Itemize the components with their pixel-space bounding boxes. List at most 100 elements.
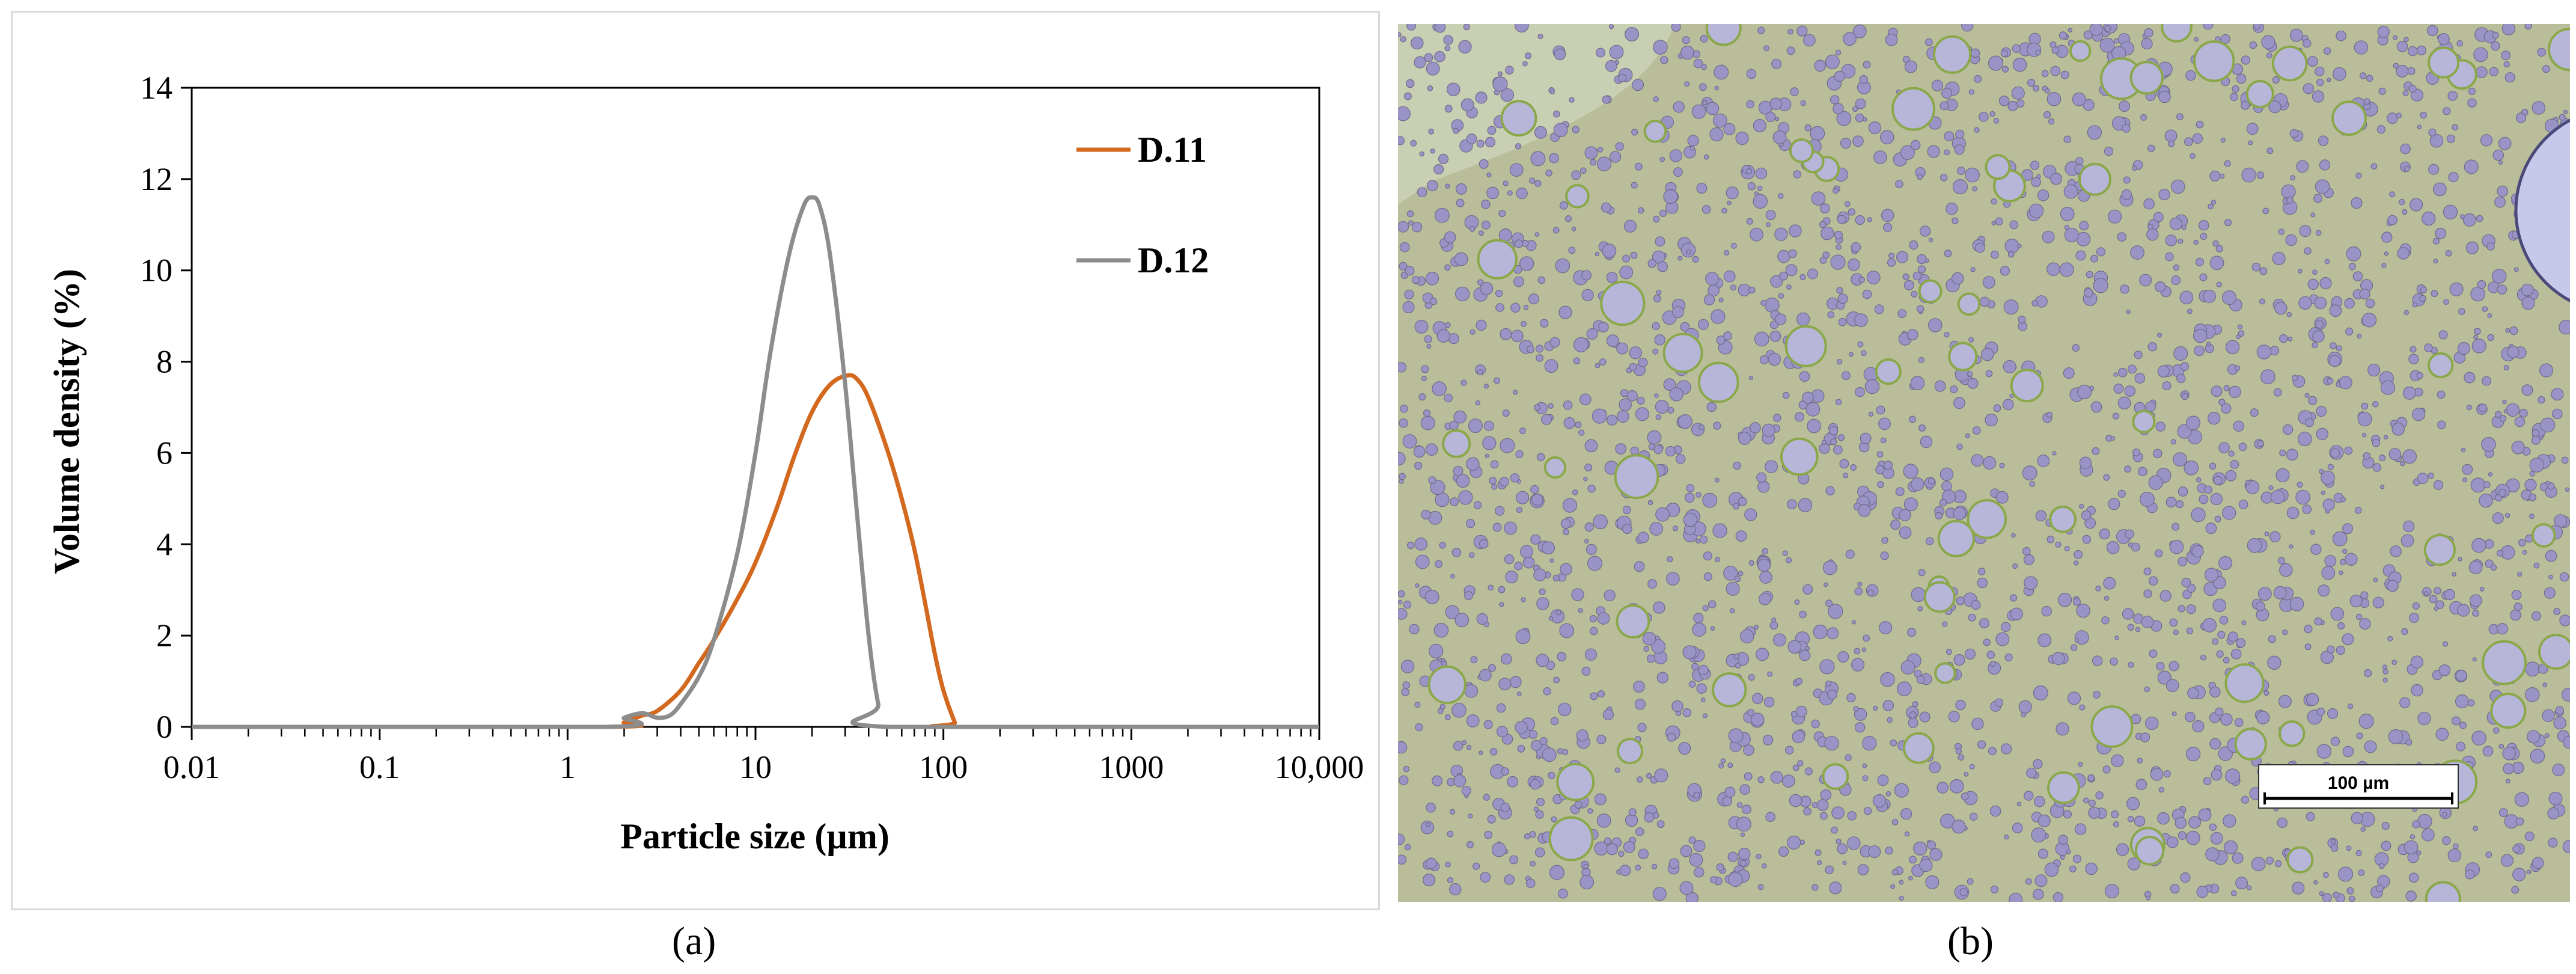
- droplet: [2482, 746, 2494, 757]
- droplet: [1652, 863, 1658, 870]
- droplet: [1548, 771, 1555, 779]
- droplet: [1696, 183, 1708, 194]
- droplet: [1494, 377, 1500, 384]
- droplet: [1553, 676, 1560, 684]
- droplet: [1434, 207, 1450, 223]
- droplet: [1574, 800, 1583, 809]
- droplet: [1647, 430, 1662, 445]
- droplet: [1647, 259, 1657, 268]
- droplet: [2562, 840, 2570, 854]
- large-droplet: [2548, 28, 2570, 72]
- droplet: [2181, 225, 2187, 230]
- droplet: [2342, 746, 2354, 758]
- droplet: [1753, 194, 1768, 209]
- droplet: [2107, 209, 2122, 224]
- droplet: [2034, 795, 2045, 807]
- droplet: [2163, 770, 2171, 778]
- droplet: [2088, 806, 2101, 819]
- droplet: [1643, 646, 1649, 652]
- droplet: [1515, 143, 1522, 150]
- droplet: [2068, 28, 2073, 32]
- droplet: [1824, 736, 1839, 751]
- droplet: [1843, 32, 1857, 46]
- droplet: [1437, 708, 1444, 714]
- large-droplet: [1565, 184, 1590, 209]
- droplet: [2209, 738, 2221, 750]
- droplet: [1537, 34, 1543, 40]
- droplet: [1726, 581, 1740, 596]
- droplet: [1756, 648, 1769, 661]
- droplet: [1859, 75, 1868, 84]
- droplet: [2144, 28, 2153, 38]
- droplet: [2186, 604, 2196, 614]
- droplet: [1802, 391, 1814, 404]
- droplet: [2318, 135, 2329, 146]
- droplet: [2003, 360, 2016, 373]
- droplet: [1830, 826, 1838, 834]
- droplet: [1804, 124, 1811, 132]
- droplet: [1762, 548, 1769, 555]
- droplet: [1890, 740, 1897, 747]
- droplet: [1403, 92, 1412, 100]
- droplet: [2247, 538, 2262, 553]
- droplet: [1747, 182, 1756, 191]
- droplet: [2211, 200, 2217, 205]
- droplet: [1400, 36, 1406, 43]
- large-droplet: [1918, 279, 1943, 304]
- droplet: [2172, 711, 2177, 717]
- droplet: [1450, 574, 1455, 579]
- droplet: [1887, 258, 1896, 267]
- droplet: [1428, 476, 1436, 485]
- droplet: [1772, 414, 1781, 422]
- droplet: [2042, 230, 2055, 243]
- droplet: [2025, 878, 2032, 885]
- droplet: [2338, 866, 2354, 882]
- droplet: [2078, 762, 2083, 767]
- droplet: [1699, 424, 1705, 430]
- droplet: [2506, 403, 2520, 417]
- droplet: [2307, 278, 2319, 290]
- droplet: [1406, 210, 1414, 218]
- droplet: [1723, 566, 1738, 581]
- droplet: [1510, 473, 1520, 483]
- droplet: [2521, 296, 2535, 310]
- droplet: [2000, 266, 2010, 276]
- droplet: [2502, 399, 2507, 405]
- droplet: [1405, 266, 1415, 276]
- droplet: [2479, 587, 2485, 592]
- droplet: [1430, 149, 1435, 154]
- droplet: [2313, 880, 2318, 885]
- droplet: [1750, 227, 1763, 242]
- droplet: [2219, 616, 2229, 625]
- droplet: [1398, 833, 1405, 845]
- droplet: [1653, 40, 1668, 55]
- droplet: [1904, 60, 1917, 73]
- droplet: [2099, 528, 2110, 540]
- large-droplet: [1500, 100, 1537, 137]
- droplet: [2498, 160, 2503, 165]
- droplet: [1464, 684, 1479, 698]
- droplet: [1842, 371, 1851, 380]
- droplet: [1782, 391, 1790, 399]
- droplet: [2522, 550, 2527, 555]
- droplet: [2256, 440, 2264, 447]
- droplet: [1718, 763, 1724, 769]
- droplet: [1765, 460, 1778, 473]
- droplet: [1530, 860, 1536, 867]
- droplet: [2127, 623, 2134, 631]
- droplet: [1772, 130, 1787, 144]
- droplet: [2208, 203, 2214, 210]
- droplet: [2402, 449, 2417, 464]
- droplet: [2530, 749, 2545, 764]
- large-droplet: [2531, 523, 2556, 548]
- droplet: [2069, 865, 2077, 873]
- droplet: [2210, 832, 2223, 845]
- droplet: [1896, 251, 1909, 263]
- droplet: [1549, 865, 1564, 880]
- droplet: [1522, 61, 1528, 67]
- droplet: [2147, 342, 2158, 352]
- droplet: [2381, 821, 2390, 830]
- droplet: [1942, 621, 1948, 627]
- droplet: [2281, 629, 2288, 636]
- droplet: [2316, 744, 2332, 759]
